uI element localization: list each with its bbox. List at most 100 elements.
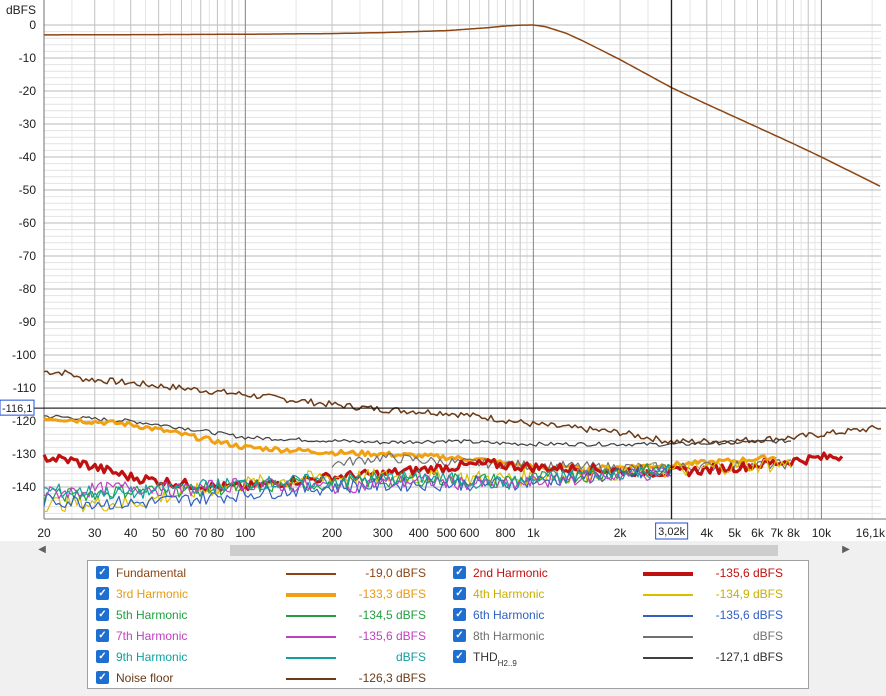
x-tick-label: 200 xyxy=(322,526,342,540)
y-tick-label: -40 xyxy=(19,150,37,164)
legend-line-swatch xyxy=(286,657,336,659)
legend-value: dBFS xyxy=(752,629,783,643)
y-tick-label: -90 xyxy=(19,315,37,329)
legend-label: 4th Harmonic xyxy=(473,587,544,601)
y-tick-label: -10 xyxy=(19,51,37,65)
legend-checkbox[interactable]: ✓ xyxy=(453,608,466,621)
legend-line-swatch xyxy=(286,593,336,597)
legend-value: -127,1 dBFS xyxy=(715,650,783,664)
legend-checkbox[interactable]: ✓ xyxy=(96,650,109,663)
x-tick-label: 40 xyxy=(124,526,138,540)
legend-value: -135,6 dBFS xyxy=(715,608,783,622)
legend-item-thd: ✓ THDH2..9 -127,1 dBFS xyxy=(453,648,793,668)
x-tick-label: 30 xyxy=(88,526,102,540)
legend-line-swatch xyxy=(286,615,336,617)
legend-label: 7th Harmonic xyxy=(116,629,187,643)
legend-item-9th-harmonic: ✓ 9th Harmonic dBFS xyxy=(96,648,436,666)
legend-label: 9th Harmonic xyxy=(116,650,187,664)
legend-value: -135,6 dBFS xyxy=(358,629,426,643)
legend-checkbox[interactable]: ✓ xyxy=(96,608,109,621)
x-tick-label: 20 xyxy=(37,526,51,540)
legend-label-text: 6th Harmonic xyxy=(473,608,545,622)
x-tick-label: 50 xyxy=(152,526,166,540)
legend-label: THDH2..9 xyxy=(473,650,517,668)
x-tick-label: 10k xyxy=(812,526,832,540)
legend-item-4th-harmonic: ✓ 4th Harmonic -134,9 dBFS xyxy=(453,585,793,603)
y-tick-label: -120 xyxy=(12,414,36,428)
cursor-x-readout: 3,02k xyxy=(658,526,685,538)
series-line-thd-h2-9 xyxy=(43,414,791,447)
series-line-7th-harmonic xyxy=(43,466,672,499)
legend-value: -133,3 dBFS xyxy=(358,587,426,601)
legend-label-text: 3rd Harmonic xyxy=(116,587,189,601)
legend-label-text: Fundamental xyxy=(116,566,187,580)
legend-line-swatch xyxy=(643,615,693,617)
legend-checkbox[interactable]: ✓ xyxy=(96,671,109,684)
legend-label: 2nd Harmonic xyxy=(473,566,548,580)
x-tick-label: 300 xyxy=(373,526,393,540)
x-tick-label: 60 xyxy=(175,526,189,540)
y-tick-label: -110 xyxy=(13,381,36,395)
x-tick-label: 8k xyxy=(787,526,801,540)
legend-label: 5th Harmonic xyxy=(116,608,187,622)
legend-line-swatch xyxy=(643,572,693,576)
series-line-noise-floor xyxy=(43,369,882,445)
x-tick-label: 70 xyxy=(194,526,208,540)
legend-label-text: 4th Harmonic xyxy=(473,587,545,601)
x-tick-label: 16,1k xyxy=(856,526,886,540)
legend-checkbox[interactable]: ✓ xyxy=(453,566,466,579)
x-tick-label: 5k xyxy=(728,526,742,540)
legend-checkbox[interactable]: ✓ xyxy=(96,629,109,642)
legend-label-text: 7th Harmonic xyxy=(116,629,188,643)
legend-checkbox[interactable]: ✓ xyxy=(453,587,466,600)
legend-label: 3rd Harmonic xyxy=(116,587,188,601)
legend-label-subscript: H2..9 xyxy=(497,659,517,668)
scroll-right-arrow-icon[interactable]: ▶ xyxy=(842,544,850,555)
x-tick-label: 6k xyxy=(751,526,765,540)
x-tick-label: 2k xyxy=(614,526,628,540)
y-tick-label: -20 xyxy=(19,84,37,98)
x-tick-label: 4k xyxy=(700,526,714,540)
frequency-response-chart[interactable]: 0 -10 -20 -30 -40 -50 -60 -70 -80 -90 -100 -110 -120… xyxy=(0,0,886,545)
y-tick-label: -50 xyxy=(19,183,37,197)
scrollbar-thumb[interactable] xyxy=(230,545,778,556)
cursor-y-readout: -116,1 xyxy=(2,403,32,415)
legend-label: Noise floor xyxy=(116,671,173,685)
y-axis-title: dBFS xyxy=(6,3,36,17)
y-tick-label: 0 xyxy=(29,18,36,32)
legend-line-swatch xyxy=(643,594,693,596)
legend-label: Fundamental xyxy=(116,566,186,580)
y-tick-label: -70 xyxy=(19,249,37,263)
legend-item-5th-harmonic: ✓ 5th Harmonic -134,5 dBFS xyxy=(96,606,436,624)
legend-checkbox[interactable]: ✓ xyxy=(96,587,109,600)
legend-line-swatch xyxy=(286,636,336,638)
legend-checkbox[interactable]: ✓ xyxy=(453,629,466,642)
legend-value: -134,9 dBFS xyxy=(715,587,783,601)
y-tick-label: -100 xyxy=(12,348,36,362)
y-tick-label: -30 xyxy=(19,117,37,131)
legend-item-8th-harmonic: ✓ 8th Harmonic dBFS xyxy=(453,627,793,645)
legend-label-text: 2nd Harmonic xyxy=(473,566,548,580)
plot-area[interactable]: 0 -10 -20 -30 -40 -50 -60 -70 -80 -90 -100 -110 -120… xyxy=(0,0,886,545)
legend-line-swatch xyxy=(643,657,693,659)
cursor-y-readout-box xyxy=(0,399,35,416)
legend-panel: ✓ Fundamental -19,0 dBFS ✓ 2nd Harmonic -135,… xyxy=(87,560,809,689)
legend-line-swatch xyxy=(286,678,336,680)
y-tick-label: -140 xyxy=(12,480,36,494)
legend-item-2nd-harmonic: ✓ 2nd Harmonic -135,6 dBFS xyxy=(453,564,793,582)
x-tick-label: 1k xyxy=(527,526,541,540)
cursor-x-readout-box xyxy=(655,522,689,540)
legend-value: -134,5 dBFS xyxy=(358,608,426,622)
legend-checkbox[interactable]: ✓ xyxy=(453,650,466,663)
legend-item-6th-harmonic: ✓ 6th Harmonic -135,6 dBFS xyxy=(453,606,793,624)
y-tick-label: -80 xyxy=(19,282,37,296)
legend-checkbox[interactable]: ✓ xyxy=(96,566,109,579)
legend-value: dBFS xyxy=(395,650,426,664)
legend-label-text: 9th Harmonic xyxy=(116,650,188,664)
scroll-left-arrow-icon[interactable]: ◀ xyxy=(38,544,46,555)
legend-label: 6th Harmonic xyxy=(473,608,544,622)
x-tick-label: 800 xyxy=(495,526,515,540)
horizontal-scrollbar[interactable]: ◀ ▶ xyxy=(0,541,886,558)
y-tick-label: -130 xyxy=(12,447,36,461)
x-tick-label: 500 xyxy=(437,526,457,540)
